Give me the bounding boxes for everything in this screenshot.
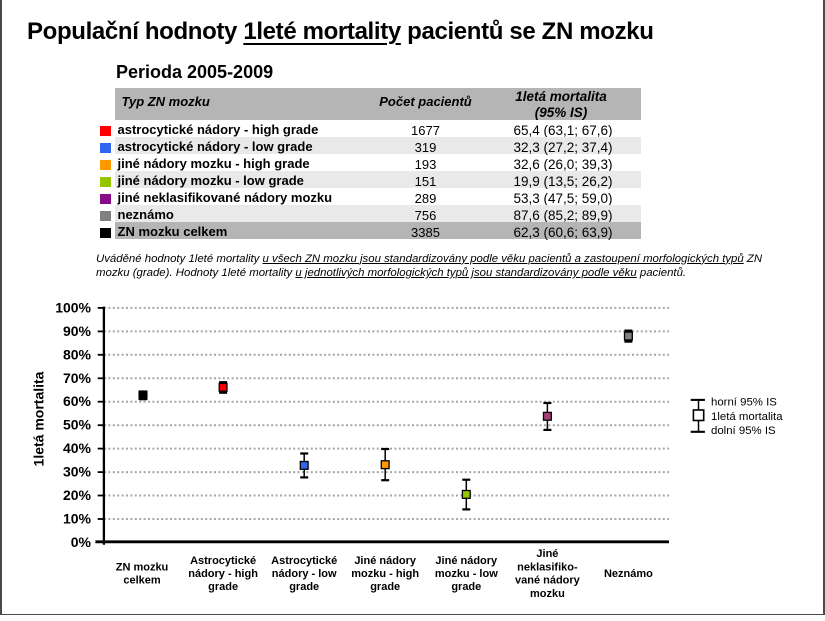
svg-text:nádory - low: nádory - low <box>272 568 337 580</box>
svg-text:1letá mortalita: 1letá mortalita <box>31 371 47 466</box>
svg-text:ZN mozku: ZN mozku <box>116 561 169 573</box>
svg-text:mozku - high: mozku - high <box>351 568 419 580</box>
svg-text:Jiné: Jiné <box>536 548 558 560</box>
svg-text:grade: grade <box>370 581 400 593</box>
svg-text:neklasifiko-: neklasifiko- <box>517 561 578 573</box>
svg-text:80%: 80% <box>63 346 92 362</box>
svg-text:90%: 90% <box>63 323 92 339</box>
svg-text:grade: grade <box>289 581 319 593</box>
svg-text:horní 95% IS: horní 95% IS <box>711 397 777 409</box>
svg-text:40%: 40% <box>63 440 92 456</box>
svg-text:30%: 30% <box>63 464 92 480</box>
svg-text:100%: 100% <box>55 299 91 315</box>
svg-text:Astrocytické: Astrocytické <box>190 555 256 567</box>
svg-text:60%: 60% <box>63 393 92 409</box>
svg-text:Jiné nádory: Jiné nádory <box>435 555 498 567</box>
svg-text:20%: 20% <box>63 487 92 503</box>
svg-text:mozku: mozku <box>530 588 565 600</box>
svg-text:celkem: celkem <box>123 575 161 587</box>
svg-text:Astrocytické: Astrocytické <box>271 555 337 567</box>
svg-text:50%: 50% <box>63 417 92 433</box>
svg-text:Neznámo: Neznámo <box>604 568 653 580</box>
svg-text:mozku - low: mozku - low <box>435 568 498 580</box>
svg-text:grade: grade <box>208 581 238 593</box>
svg-text:grade: grade <box>451 581 481 593</box>
svg-text:nádory - high: nádory - high <box>188 568 258 580</box>
svg-text:0%: 0% <box>71 534 92 550</box>
svg-text:1letá mortalita: 1letá mortalita <box>711 411 783 423</box>
svg-text:dolní 95% IS: dolní 95% IS <box>711 425 776 437</box>
svg-text:vané nádory: vané nádory <box>515 575 581 587</box>
svg-text:Jiné nádory: Jiné nádory <box>354 555 417 567</box>
svg-text:70%: 70% <box>63 370 92 386</box>
svg-text:10%: 10% <box>63 511 92 527</box>
